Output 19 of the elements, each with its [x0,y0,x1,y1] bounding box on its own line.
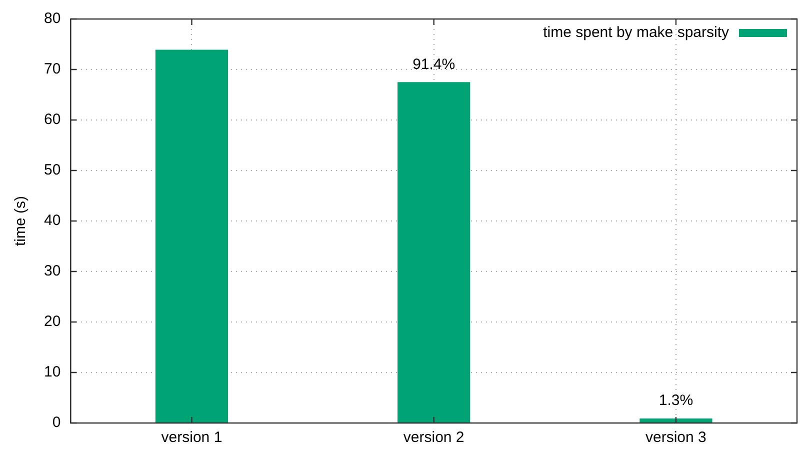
legend-label: time spent by make sparsity [543,24,730,42]
x-tick-label: version 2 [403,429,464,446]
y-tick-label: 0 [52,414,61,432]
x-tick-label: version 3 [646,429,706,446]
annotation: 1.3% [658,392,694,410]
bar [640,418,712,422]
y-tick-label: 40 [44,212,61,230]
bar [155,50,228,422]
y-axis-title: time (s) [12,196,30,246]
y-tick-label: 80 [44,10,61,28]
y-tick-label: 70 [44,60,61,78]
y-tick-label: 10 [44,364,61,381]
y-tick-label: 30 [44,262,61,280]
y-tick-label: 60 [44,111,61,128]
bar [398,82,470,422]
y-tick-label: 20 [44,313,61,330]
x-tick-label: version 1 [161,429,222,446]
y-tick-label: 50 [44,162,61,179]
annotation: 91.4% [412,56,456,73]
